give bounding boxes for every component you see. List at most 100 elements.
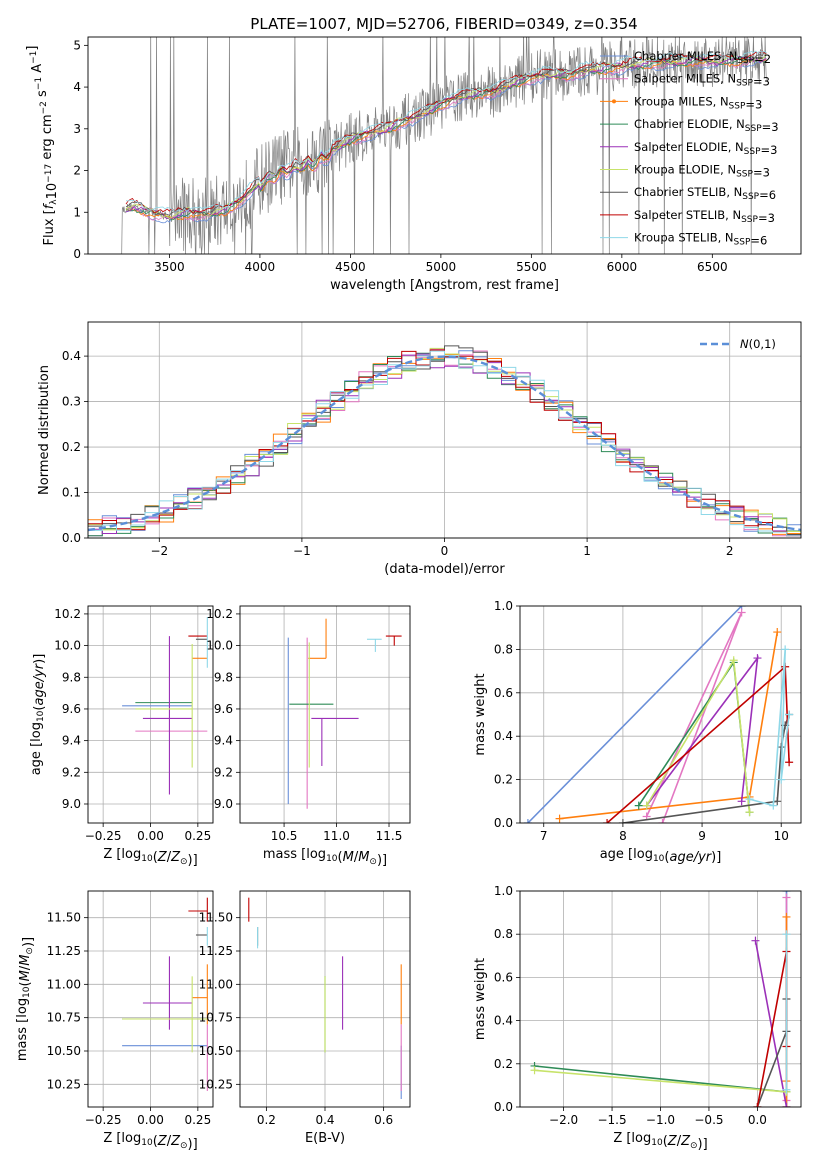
weight-line <box>606 665 790 823</box>
y-tick-label: 11.50 <box>199 911 233 925</box>
y-tick-label: 0 <box>73 247 81 261</box>
model-line-salpeter-elodie <box>125 55 767 219</box>
weight-marker <box>782 1103 791 1107</box>
x-tick-label: 7 <box>540 829 548 843</box>
x-tick-label: 2 <box>726 544 734 558</box>
errorbar-kroupa-miles <box>192 964 208 1025</box>
x-tick-label: 10 <box>774 829 789 843</box>
y-axis-label: age [log10(age/yr)] <box>29 654 47 776</box>
weight-series-salpeter-elodie <box>751 936 791 1107</box>
y-tick-label: 9.8 <box>214 670 233 684</box>
y-tick-label: 10.75 <box>47 1011 81 1025</box>
y-tick-label: 9.6 <box>214 702 233 716</box>
panel-spectrum: 3500 4000 4500 5000 5500 6000 6500 0 1 2 3 4 5 wavele… <box>25 36 802 293</box>
plot-area <box>530 891 791 1107</box>
y-tick-label: 0.0 <box>494 1100 513 1114</box>
histogram-kroupa-stelib <box>88 350 801 537</box>
x-tick-label: 0.25 <box>184 829 211 843</box>
weight-series-kroupa-stelib <box>745 645 794 810</box>
spectrum-legend: Chabrier MILES, NSSP=2 Salpeter MILES, NS… <box>600 49 779 248</box>
weight-marker <box>745 795 754 804</box>
y-tick-label: 10.0 <box>54 639 81 653</box>
y-tick-label: 0.6 <box>494 970 513 984</box>
x-tick-label: 0.6 <box>374 1113 393 1127</box>
y-tick-label: 0.3 <box>62 395 81 409</box>
y-tick-label: 11.00 <box>199 977 233 991</box>
weight-series-chabrier-miles <box>523 606 746 823</box>
y-axis-label: mass weight <box>473 673 488 755</box>
weight-marker <box>618 819 627 823</box>
y-tick-label: 0.4 <box>62 349 81 363</box>
weight-marker <box>753 1103 762 1107</box>
weight-marker <box>782 930 791 939</box>
x-axis-label: mass [log10(M/M⊙)] <box>263 847 387 868</box>
weight-marker <box>773 797 782 806</box>
y-tick-label: 11.25 <box>199 944 233 958</box>
axes-frame <box>87 36 802 255</box>
y-tick-label: 4 <box>73 80 81 94</box>
x-tick-label: 0.00 <box>137 829 164 843</box>
panel-mass-weight-vs-Z: −2.0 −1.5 −1.0 −0.5 0.0 0.0 0.2 0.4 0.6 0.8 1.0 Z [… <box>473 884 802 1152</box>
plot-area <box>122 617 208 795</box>
y-tick-label: 1.0 <box>494 884 513 898</box>
x-tick-label: 3500 <box>154 260 185 274</box>
plot-area <box>287 618 402 809</box>
y-tick-label: 9.0 <box>62 797 81 811</box>
weight-series-salpeter-stelib <box>753 947 791 1107</box>
plot-area <box>88 345 801 537</box>
legend-label: Chabrier ELODIE, NSSP=3 <box>634 117 779 134</box>
y-axis-label: mass weight <box>473 958 488 1040</box>
panel-age-vs-mass: 10.5 11.0 11.5 9.0 9.2 9.4 9.6 9.8 10.0 10.2 mass … <box>206 605 411 868</box>
x-tick-label: 4500 <box>335 260 366 274</box>
panel-residuals: −2 −1 0 1 2 0.0 0.1 0.2 0.3 0.4 (data-model)/error… <box>37 321 802 577</box>
x-tick-label: 4000 <box>245 260 276 274</box>
x-axis-label: wavelength [Angstrom, rest frame] <box>330 278 559 293</box>
weight-marker <box>642 801 651 810</box>
x-tick-label: 11.0 <box>323 829 350 843</box>
weight-marker <box>777 775 786 784</box>
y-tick-label: 0.1 <box>62 486 81 500</box>
y-tick-label: 5 <box>73 38 81 52</box>
y-tick-label: 0.2 <box>62 440 81 454</box>
plot-area <box>120 37 767 254</box>
x-tick-label: 6500 <box>697 260 728 274</box>
y-tick-label: 0.2 <box>494 773 513 787</box>
weight-series-kroupa-stelib <box>782 930 791 1094</box>
normal-distribution-curve <box>88 355 801 532</box>
panel-mass-vs-EBV: 0.2 0.4 0.6 10.25 10.50 10.75 11.00 11.25 11.50 E… <box>199 890 411 1146</box>
model-line-kroupa-miles <box>125 57 767 221</box>
weight-marker <box>781 645 790 654</box>
weight-marker <box>745 808 754 817</box>
x-tick-label: −0.25 <box>85 1113 122 1127</box>
errorbar-kroupa-elodie <box>135 644 193 768</box>
weight-marker <box>782 893 791 902</box>
weight-line <box>754 940 788 1107</box>
x-tick-label: −0.25 <box>85 829 122 843</box>
x-tick-label: 8 <box>619 829 627 843</box>
y-tick-label: 3 <box>73 122 81 136</box>
x-tick-label: 1 <box>583 544 591 558</box>
errorbar-salpeter-stelib <box>385 635 402 646</box>
x-tick-label: 6000 <box>607 260 638 274</box>
y-tick-label: 9.4 <box>62 734 81 748</box>
weight-marker <box>785 710 794 719</box>
weight-marker <box>785 758 794 767</box>
x-tick-label: −2.0 <box>549 1113 578 1127</box>
plot-area <box>248 897 402 1099</box>
errorbar-kroupa-elodie <box>122 976 208 1053</box>
weight-marker <box>634 801 643 810</box>
x-tick-label: 0.0 <box>748 1113 767 1127</box>
panel-mass-vs-Z: −0.25 0.00 0.25 10.25 10.50 10.75 11.00 11.25 11… <box>15 890 214 1152</box>
y-tick-label: 10.50 <box>47 1044 81 1058</box>
x-tick-label: 10.5 <box>271 829 298 843</box>
y-tick-label: 0.0 <box>62 531 81 545</box>
y-tick-label: 0.8 <box>494 642 513 656</box>
x-tick-label: 5500 <box>516 260 547 274</box>
plot-area <box>523 606 794 823</box>
y-tick-label: 9.6 <box>62 702 81 716</box>
x-axis-label: Z [log10(Z/Z⊙)] <box>613 1131 707 1152</box>
legend-label: Salpeter ELODIE, NSSP=3 <box>634 140 777 157</box>
x-tick-label: 0.4 <box>315 1113 334 1127</box>
y-tick-label: 9.2 <box>62 765 81 779</box>
panel-age-vs-Z: −0.25 0.00 0.25 9.0 9.2 9.4 9.6 9.8 10.0 10.2 Z [l… <box>29 605 214 868</box>
